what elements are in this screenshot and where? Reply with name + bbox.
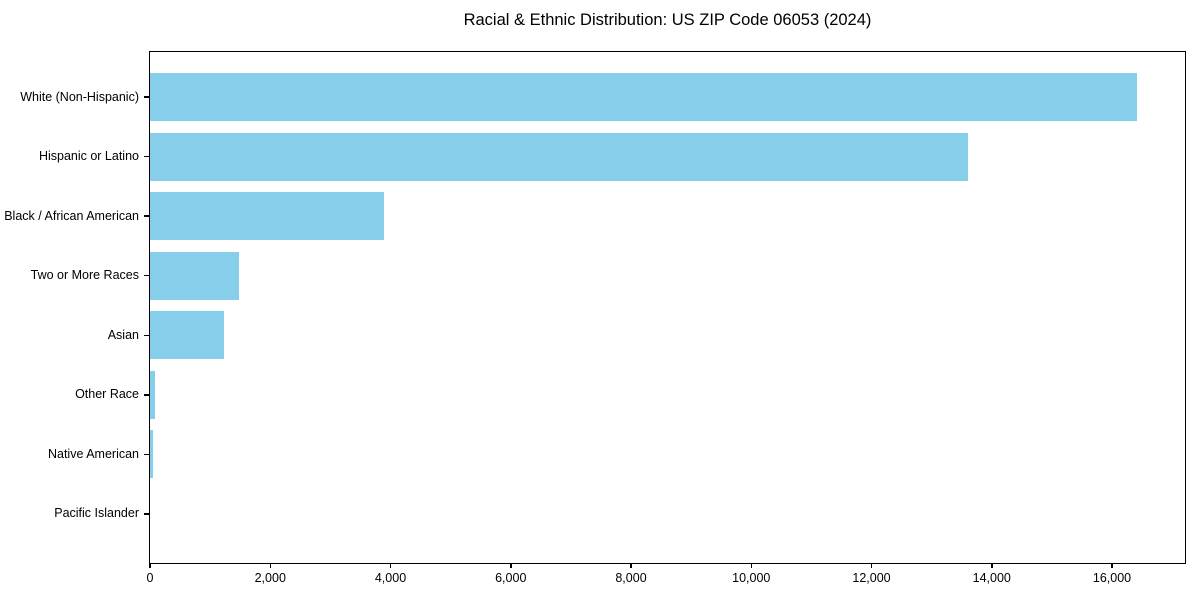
x-tick — [630, 563, 632, 568]
y-tick-label: Hispanic or Latino — [38, 149, 139, 164]
y-tick — [143, 453, 149, 456]
y-tick-label: Two or More Races — [30, 268, 139, 283]
x-tick-label: 8,000 — [615, 571, 647, 585]
bar-asian — [150, 311, 224, 360]
y-tick — [143, 96, 149, 98]
x-tick-label: 12,000 — [852, 571, 891, 585]
y-tick-label: Pacific Islander — [54, 506, 139, 521]
x-tick — [750, 563, 752, 568]
bar-hispanic-or-latino — [150, 132, 968, 181]
y-tick — [143, 513, 149, 515]
x-tick — [149, 563, 151, 568]
bar-white-non-hispanic — [150, 73, 1138, 121]
x-tick-label: 14,000 — [972, 571, 1011, 585]
plot-area: White (Non-Hispanic) Hispanic or Latino Bl… — [4, 51, 1186, 584]
y-tick-label: Black / African American — [4, 208, 139, 223]
x-tick — [389, 563, 392, 568]
x-tick — [269, 563, 271, 568]
bar-other-race — [150, 370, 155, 419]
x-tick — [991, 563, 993, 568]
x-tick — [870, 563, 873, 568]
x-tick-label: 2,000 — [254, 571, 286, 585]
y-tick — [143, 334, 149, 337]
bar-black-african-american — [150, 192, 385, 241]
y-tick — [143, 274, 149, 277]
x-tick-label: 4,000 — [374, 571, 407, 585]
x-tick-label: 6,000 — [495, 571, 527, 585]
y-tick — [143, 155, 149, 158]
chart-title: Racial & Ethnic Distribution: US ZIP Cod… — [463, 11, 872, 29]
x-tick-label: 0 — [146, 571, 154, 585]
y-tick-label: White (Non-Hispanic) — [20, 89, 139, 104]
bar-native-american — [150, 430, 154, 479]
y-tick-label: Other Race — [75, 387, 139, 402]
bar-two-or-more-races — [150, 251, 240, 300]
x-tick — [1111, 563, 1113, 568]
x-tick — [510, 563, 512, 568]
x-tick-label: 10,000 — [732, 571, 771, 585]
y-tick-label: Native American — [47, 446, 139, 461]
y-tick-label: Asian — [107, 327, 139, 342]
x-tick-label: 16,000 — [1092, 571, 1132, 585]
y-tick — [143, 394, 149, 396]
y-tick — [143, 215, 149, 217]
